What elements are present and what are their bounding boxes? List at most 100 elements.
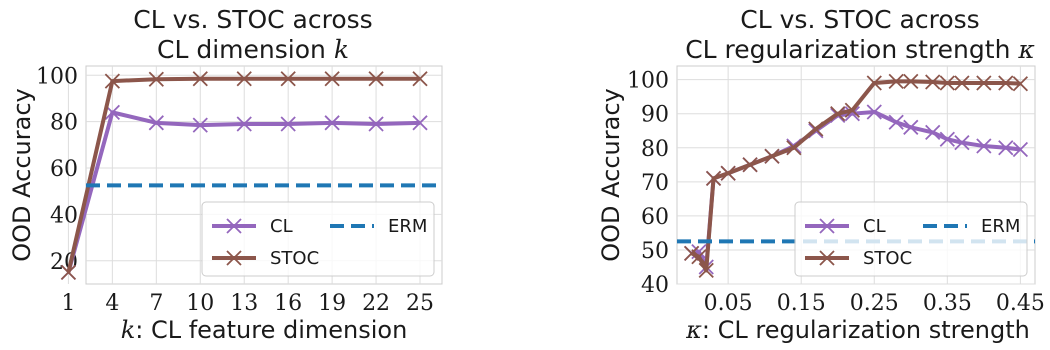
left-legend: CL ERM STOC [201, 201, 435, 277]
left-series-stoc-point [280, 71, 296, 87]
left-series-cl-point [324, 115, 340, 131]
right-series-stoc-point [866, 75, 882, 91]
chart-left: CL vs. STOC across CL dimension k 204060… [8, 5, 443, 344]
left-x-tick-label: 7 [149, 291, 163, 316]
right-series-stoc-point [698, 262, 714, 279]
left-series-stoc-point [192, 71, 208, 87]
right-y-tick-label: 70 [641, 171, 669, 196]
left-series-stoc-point [412, 71, 428, 87]
right-x-tick-label: 0.05 [704, 291, 753, 316]
left-series-stoc-point [368, 71, 384, 87]
right-series-stoc-point [683, 245, 700, 261]
left-series-cl-point [148, 115, 164, 131]
left-series-stoc-point [104, 73, 121, 89]
right-series-stoc-point [903, 73, 919, 89]
left-x-tick-label: 25 [406, 291, 434, 316]
right-series-stoc-point [764, 148, 780, 164]
right-legend-box [794, 201, 1028, 277]
left-x-tick-label: 10 [186, 291, 214, 316]
left-y-tick-label: 100 [36, 64, 78, 89]
left-title-line1: CL vs. STOC across [133, 5, 372, 34]
right-y-tick-label: 100 [627, 69, 669, 94]
right-legend-erm-label: ERM [981, 216, 1020, 237]
left-legend-stoc-label: STOC [270, 248, 319, 269]
left-series-stoc-point [324, 71, 340, 87]
left-title-line2: CL dimension k [157, 35, 349, 64]
right-series-stoc-point [691, 249, 707, 265]
left-series-cl-point [368, 116, 384, 132]
right-y-tick-label: 50 [641, 239, 669, 264]
right-series-cl-point [888, 114, 904, 130]
right-series-stoc-point [830, 106, 846, 122]
left-x-tick-label: 22 [362, 291, 390, 316]
right-y-tick-label: 40 [641, 273, 669, 298]
left-x-tick-label: 16 [274, 291, 302, 316]
right-legend: CL ERM STOC [794, 201, 1028, 277]
right-series-cl-point [903, 119, 919, 135]
right-series-cl-point [844, 106, 860, 122]
left-y-tick-label: 60 [50, 157, 78, 182]
left-y-tick-label: 40 [50, 203, 78, 228]
left-series-cl-point [236, 116, 252, 132]
left-x-axis-label: k: CL feature dimension [121, 316, 408, 344]
left-series-cl-point [192, 117, 208, 133]
right-series-stoc-point [1012, 76, 1029, 92]
right-y-tick-label: 60 [641, 205, 669, 230]
right-series-stoc-point [786, 140, 802, 156]
right-y-tick-label: 80 [641, 137, 669, 162]
left-series-stoc-point [60, 264, 77, 281]
left-y-tick-label: 80 [50, 111, 78, 136]
right-x-ticks: 0.05 0.15 0.25 0.35 0.45 [704, 291, 1045, 316]
right-y-ticks: 40 50 60 70 80 90 100 [627, 69, 669, 298]
right-series-stoc-point [976, 75, 992, 91]
right-series-stoc-point [844, 102, 860, 118]
right-legend-stoc-marker [819, 250, 835, 266]
right-x-tick-label: 0.15 [777, 291, 826, 316]
right-x-tick-label: 0.25 [850, 291, 899, 316]
left-legend-cl-marker [226, 218, 242, 234]
left-legend-cl-label: CL [270, 216, 293, 237]
left-x-ticks: 1 4 7 10 13 16 19 22 25 [61, 291, 434, 316]
left-x-tick-label: 4 [105, 291, 119, 316]
left-series-stoc-point [148, 71, 164, 87]
left-y-axis-label: OOD Accuracy [8, 88, 36, 261]
right-series-stoc-point [720, 165, 736, 181]
right-legend-stoc-label: STOC [863, 248, 912, 269]
right-series-stoc-point [925, 74, 941, 90]
right-series-stoc-point [742, 157, 758, 173]
right-series-stoc-line [690, 79, 1021, 273]
right-series-cl-point [954, 135, 970, 151]
left-series-cl-point [412, 115, 428, 131]
right-x-axis-label: κ: CL regularization strength [685, 316, 1030, 344]
right-series-cl-point [1012, 141, 1029, 158]
left-series [60, 71, 442, 281]
left-legend-erm-label: ERM [388, 216, 427, 237]
left-legend-box [201, 201, 435, 277]
right-y-axis-label: OOD Accuracy [597, 88, 625, 261]
right-series-cl-point [976, 138, 992, 154]
left-series-cl-point [280, 116, 296, 132]
right-title-line2: CL regularization strength κ [685, 35, 1035, 64]
left-x-tick-label: 19 [318, 291, 346, 316]
left-legend-stoc-marker [226, 250, 242, 266]
right-legend-cl-marker [819, 218, 835, 234]
right-series-cl-point [939, 131, 955, 147]
right-title-line1: CL vs. STOC across [740, 5, 979, 34]
right-series-stoc-point [888, 73, 904, 89]
right-legend-cl-label: CL [863, 216, 886, 237]
left-x-tick-label: 13 [230, 291, 258, 316]
right-series-stoc-point [939, 75, 955, 91]
right-series-stoc-point [705, 170, 722, 187]
right-x-tick-label: 0.35 [923, 291, 972, 316]
right-series-cl-point [866, 104, 882, 120]
right-x-tick-label: 0.45 [996, 291, 1045, 316]
right-y-tick-label: 90 [641, 103, 669, 128]
chart-right: CL vs. STOC across CL regularization str… [597, 5, 1045, 344]
right-series-cl-point [925, 124, 941, 141]
right-series-stoc-point [808, 121, 824, 137]
right-series-stoc-point [954, 75, 970, 91]
right-series-stoc-point [998, 75, 1014, 91]
left-x-tick-label: 1 [61, 291, 75, 316]
